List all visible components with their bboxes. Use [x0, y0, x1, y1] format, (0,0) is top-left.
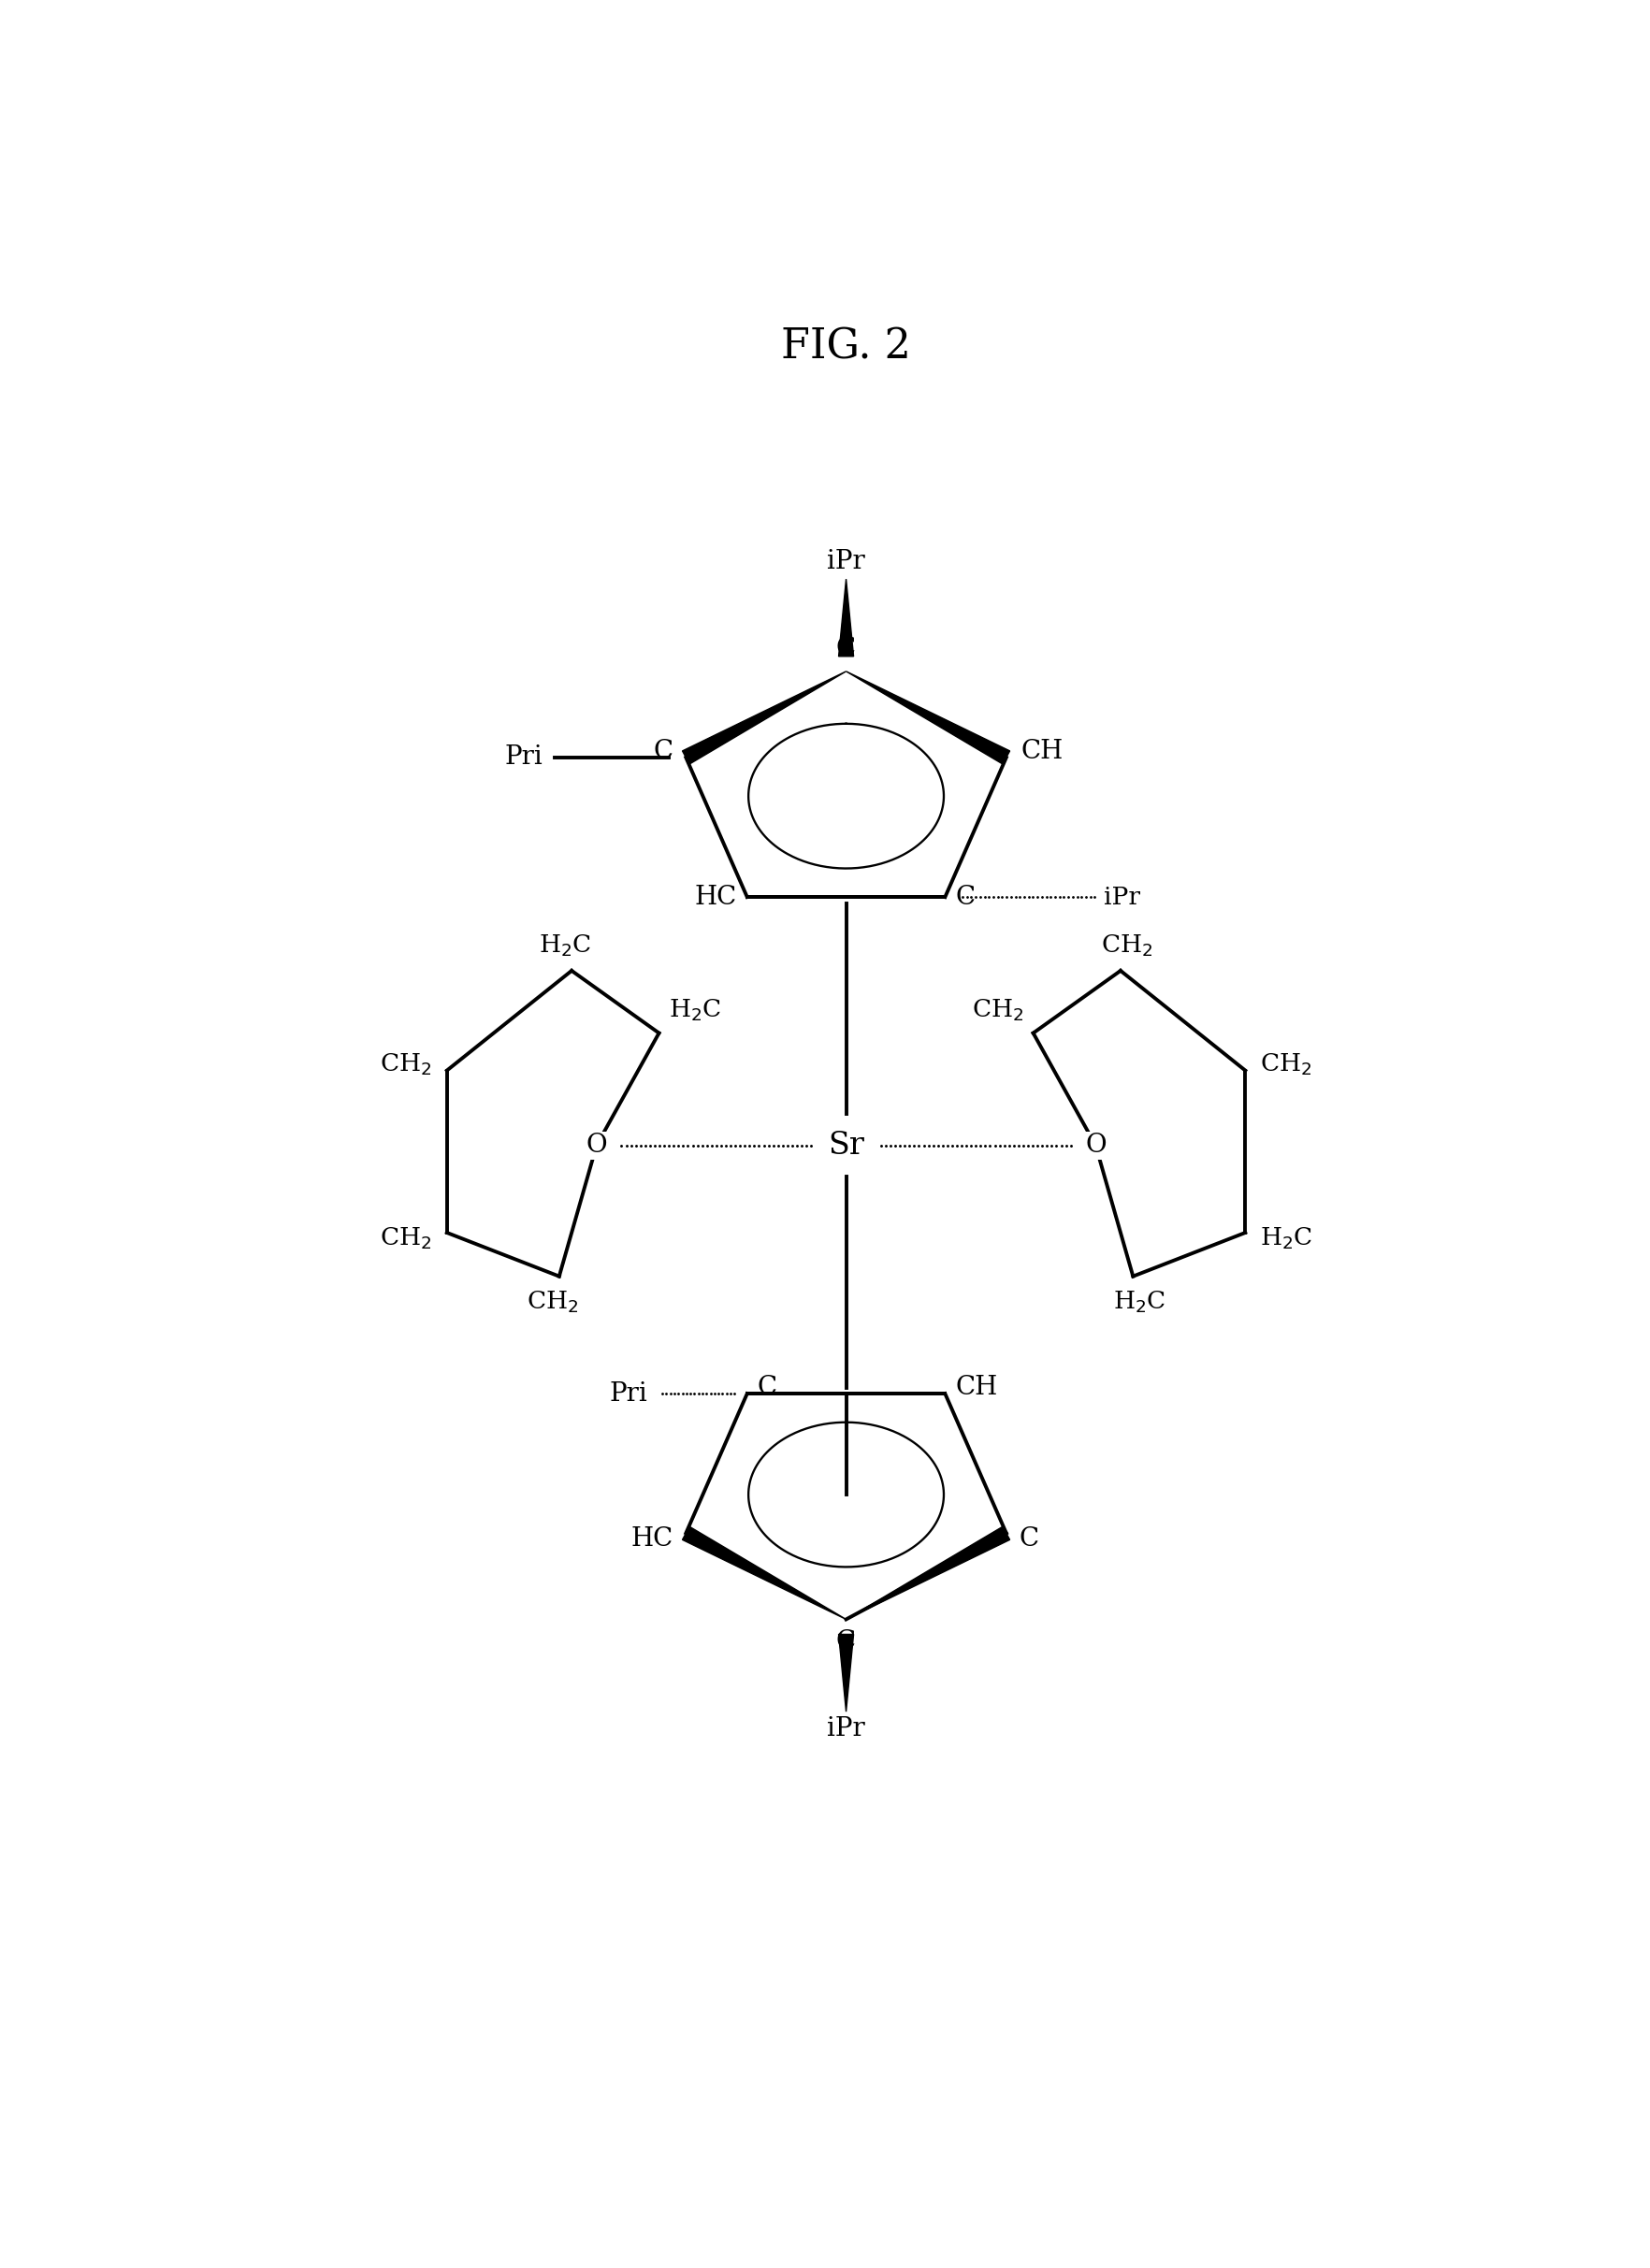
Text: Pri: Pri	[503, 744, 543, 771]
Polygon shape	[681, 1526, 845, 1619]
Polygon shape	[838, 1635, 853, 1712]
Text: H$_2$C: H$_2$C	[1112, 1288, 1165, 1315]
Text: CH$_2$: CH$_2$	[380, 1052, 432, 1077]
Text: C: C	[837, 635, 855, 662]
Text: Pri: Pri	[609, 1381, 647, 1406]
Text: CH: CH	[1021, 739, 1063, 764]
Text: iPr: iPr	[827, 549, 865, 574]
Polygon shape	[845, 1526, 1010, 1619]
Text: H$_2$C: H$_2$C	[668, 998, 721, 1023]
Text: CH: CH	[955, 1374, 997, 1399]
Text: O: O	[586, 1132, 607, 1159]
Polygon shape	[681, 671, 845, 764]
Text: C: C	[757, 1374, 777, 1399]
Text: C: C	[1018, 1526, 1038, 1551]
Text: HC: HC	[695, 885, 736, 909]
Text: CH$_2$: CH$_2$	[526, 1288, 579, 1315]
Polygon shape	[845, 671, 1010, 764]
Text: Sr: Sr	[827, 1129, 865, 1161]
Text: O: O	[1084, 1132, 1106, 1159]
Text: iPr: iPr	[1102, 885, 1140, 909]
Text: H$_2$C: H$_2$C	[1259, 1227, 1312, 1252]
Text: iPr: iPr	[827, 1717, 865, 1742]
Text: H$_2$C: H$_2$C	[540, 932, 591, 957]
Text: CH$_2$: CH$_2$	[970, 998, 1023, 1023]
Text: HC: HC	[630, 1526, 673, 1551]
Text: C: C	[955, 885, 974, 909]
Polygon shape	[838, 578, 853, 655]
Text: CH$_2$: CH$_2$	[380, 1227, 432, 1252]
Text: CH$_2$: CH$_2$	[1101, 932, 1152, 957]
Text: C: C	[837, 1628, 855, 1656]
Text: CH$_2$: CH$_2$	[1259, 1052, 1312, 1077]
Text: FIG. 2: FIG. 2	[780, 327, 911, 367]
Text: C: C	[653, 739, 673, 764]
